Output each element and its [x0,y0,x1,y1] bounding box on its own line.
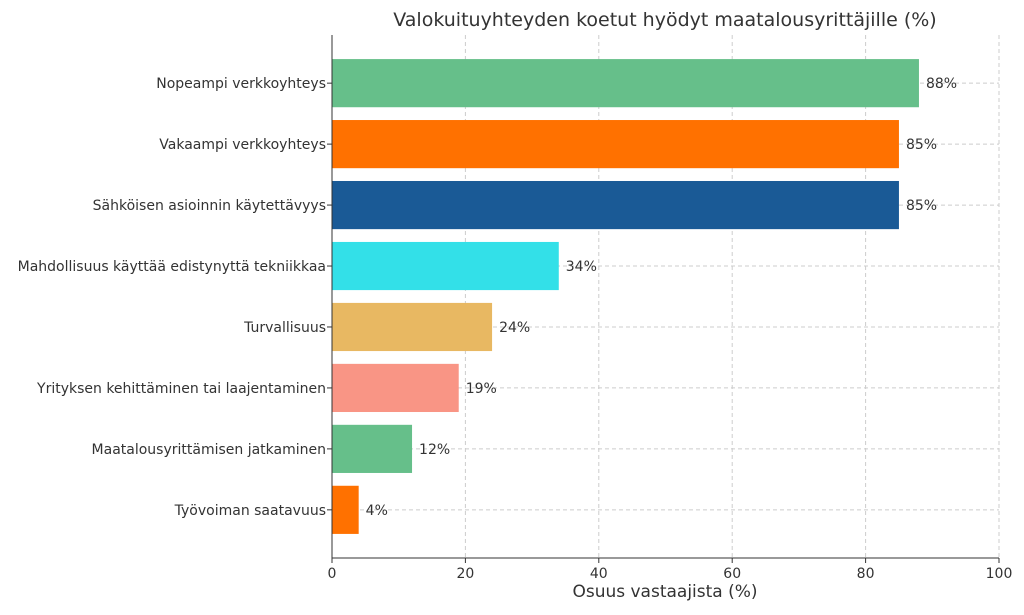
bar [332,485,359,534]
bar [332,302,493,352]
x-tick-label: 60 [723,566,741,582]
x-tick-label: 40 [590,566,608,582]
bar [332,120,899,169]
data-label: 19% [466,381,497,397]
y-tick-label: Nopeampi verkkoyhteys [156,76,326,92]
y-tick-label: Yrityksen kehittäminen tai laajentaminen [36,381,326,397]
data-label: 24% [499,320,530,336]
x-axis-label: Osuus vastaajista (%) [572,582,757,602]
y-tick-label: Sähköisen asioinnin käytettävyys [93,198,326,214]
grid [331,35,1000,558]
data-label: 34% [566,259,597,275]
bar [332,241,559,291]
x-tick-label: 20 [456,566,474,582]
y-tick-label: Maatalousyrittämisen jatkaminen [92,442,326,458]
x-tick-label: 80 [857,566,875,582]
data-label: 85% [906,137,937,153]
axes: 0 20 40 60 80 100 Nopeampi verkkoyhteys Vakaamp… [18,35,1013,582]
x-tick-label: 0 [328,566,337,582]
y-tick-label: Turvallisuus [243,320,326,336]
y-tick-label: Vakaampi verkkoyhteys [159,137,326,153]
data-label: 85% [906,198,937,214]
bars: 88% 85% 85% 34% 24% 19% 12% 4% [332,59,957,534]
bar [332,363,459,413]
data-label: 88% [926,76,957,92]
data-label: 12% [419,442,450,458]
x-tick-label: 100 [986,566,1013,582]
chart-title: Valokuituyhteyden koetut hyödyt maatalou… [393,9,936,31]
bar [332,424,413,473]
bar [332,59,919,108]
y-tick-label: Mahdollisuus käyttää edistynyttä tekniik… [18,259,326,275]
y-tick-label: Työvoiman saatavuus [174,503,326,519]
bar [332,180,899,230]
data-label: 4% [366,503,388,519]
